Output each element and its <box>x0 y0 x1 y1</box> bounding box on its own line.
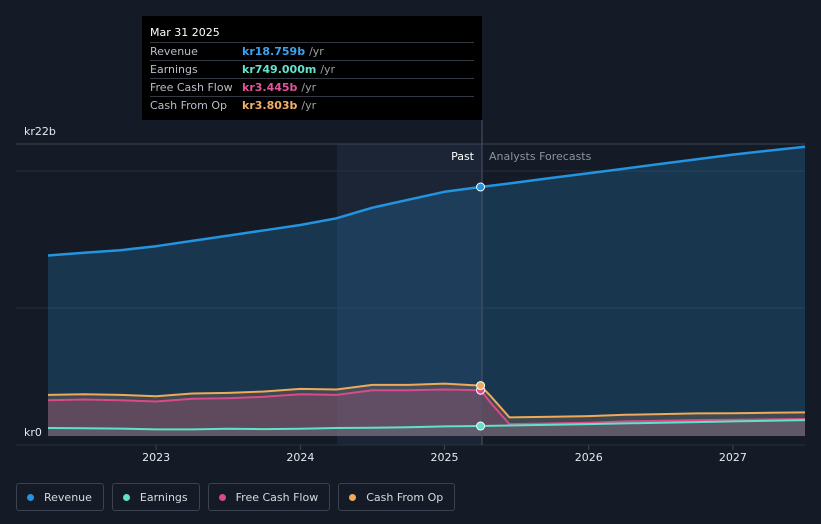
series-lines <box>47 145 806 431</box>
tooltip-row-unit: /yr <box>301 99 317 112</box>
tooltip-row-label: Free Cash Flow <box>150 81 233 94</box>
legend-dot-icon <box>122 493 130 501</box>
tooltip-row-value: kr3.803b <box>242 99 298 112</box>
tooltip-panel: Mar 31 2025 Revenue kr18.759b/yr Earnings k… <box>142 16 482 120</box>
tooltip-row-unit: /yr <box>309 45 324 58</box>
tooltip-row-label: Cash From Op <box>150 99 228 112</box>
past-highlight-region <box>337 144 482 445</box>
free-cash-flow-line <box>47 388 806 426</box>
tooltip-row: Cash From Op kr3.803b/yr <box>150 96 474 114</box>
earnings-marker <box>476 421 486 431</box>
x-tick-label: 2025 <box>431 451 459 464</box>
tooltip-markers <box>476 182 486 431</box>
legend-item-label: Revenue <box>44 490 92 504</box>
tooltip-row-value: kr749.000m <box>242 63 317 76</box>
tooltip-row-unit: /yr <box>320 63 336 76</box>
tooltip-row: Earnings kr749.000m/yr <box>150 60 474 78</box>
legend-item-label: Free Cash Flow <box>235 490 319 504</box>
x-tick-label: 2026 <box>575 451 603 464</box>
cash-from-op-marker <box>476 381 486 391</box>
revenue-marker <box>476 182 486 192</box>
tooltip-row-label: Earnings <box>150 63 198 76</box>
legend-item-label: Cash From Op <box>366 490 444 504</box>
y-tick-label-top: kr22b <box>24 125 56 138</box>
legend-item-label: Earnings <box>139 490 188 504</box>
x-tick-label: 2023 <box>142 451 170 464</box>
tooltip-date: Mar 31 2025 <box>150 26 220 39</box>
revenue-line <box>47 145 806 257</box>
x-tick-label: 2027 <box>719 451 747 464</box>
tooltip-row-value: kr18.759b <box>242 45 306 58</box>
x-axis-ticks: 2023 2024 2025 2026 2027 <box>142 445 747 464</box>
x-tick-label: 2024 <box>286 451 314 464</box>
earnings-line <box>47 419 806 431</box>
tooltip-row-unit: /yr <box>301 81 317 94</box>
y-tick-label-bottom: kr0 <box>24 426 42 439</box>
legend-item-earnings[interactable]: Earnings <box>111 483 200 511</box>
tooltip-row: Revenue kr18.759b/yr <box>150 42 474 60</box>
chart-legend: Revenue Earnings Free Cash Flow Cash From O… <box>16 483 456 511</box>
legend-dot-icon <box>349 493 357 501</box>
legend-item-free-cash-flow[interactable]: Free Cash Flow <box>207 483 331 511</box>
cash-from-op-line <box>47 382 806 419</box>
forecast-label: Analysts Forecasts <box>489 150 592 163</box>
legend-item-revenue[interactable]: Revenue <box>16 483 104 511</box>
legend-item-cash-from-op[interactable]: Cash From Op <box>338 483 456 511</box>
tooltip-row: Free Cash Flow kr3.445b/yr <box>150 78 474 96</box>
tooltip-row-label: Revenue <box>150 45 198 58</box>
tooltip-rows: Revenue kr18.759b/yr Earnings kr749.000m/yr… <box>150 42 474 114</box>
legend-dot-icon <box>218 493 226 501</box>
legend-dot-icon <box>27 493 34 501</box>
past-label: Past <box>451 150 475 163</box>
gridlines <box>16 143 805 446</box>
tooltip-row-value: kr3.445b <box>242 81 298 94</box>
revenue-area <box>48 146 805 436</box>
